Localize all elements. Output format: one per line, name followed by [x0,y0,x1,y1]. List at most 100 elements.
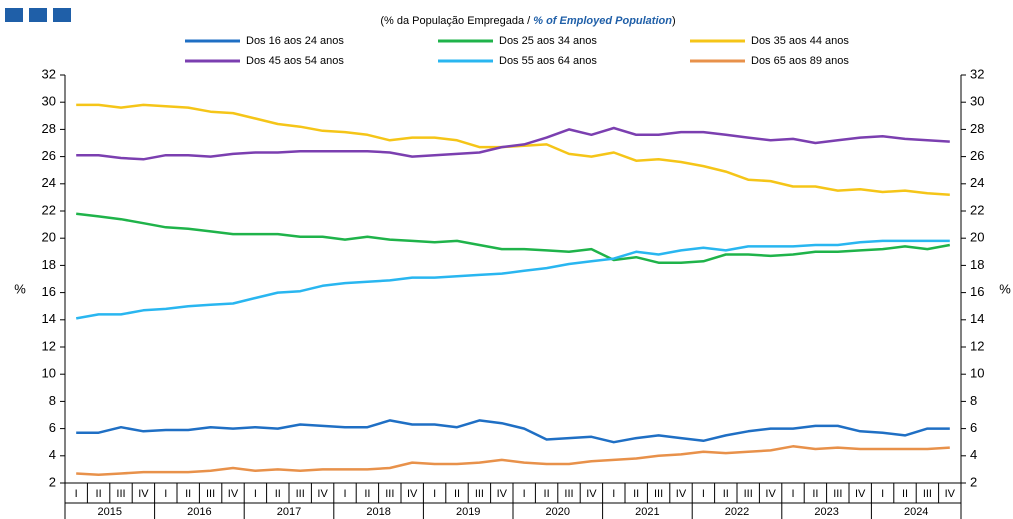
year-label: 2020 [546,506,570,518]
y-tick-label: 30 [42,94,56,109]
x-tick-label: I [343,488,346,500]
y-tick-label: 20 [42,230,56,245]
x-tick-label: III [206,488,215,500]
subtitle-en: % of Employed Population [533,15,672,27]
x-tick-label: IV [855,488,866,500]
x-tick-label: IV [317,488,328,500]
year-label: 2015 [98,506,122,518]
series-line [76,419,950,444]
y2-tick-label: 4 [970,447,977,462]
x-tick-label: IV [676,488,687,500]
x-tick-label: I [881,488,884,500]
x-tick-label: II [96,488,102,500]
x-tick-label: IV [138,488,149,500]
x-tick-label: IV [765,488,776,500]
x-tick-label: I [612,488,615,500]
subtitle-pt: (% da População Empregada / [380,15,533,27]
year-label: 2018 [366,506,390,518]
y2-tick-label: 26 [970,148,984,163]
x-tick-label: IV [586,488,597,500]
x-tick-label: II [364,488,370,500]
logo [5,8,71,22]
y-tick-label: 26 [42,148,56,163]
y-tick-label: 28 [42,121,56,136]
legend-label: Dos 35 aos 44 anos [751,35,849,47]
y2-tick-label: 18 [970,257,984,272]
x-tick-label: I [164,488,167,500]
x-tick-label: III [296,488,305,500]
y2-tick-label: 10 [970,366,984,381]
series-line [76,212,951,264]
year-label: 2021 [635,506,659,518]
y-tick-label: 24 [42,175,56,190]
y2-tick-label: 32 [970,66,984,81]
chart-subtitle: (% da População Empregada / % of Employe… [380,15,675,27]
x-tick-label: I [433,488,436,500]
y-tick-label: 12 [42,338,56,353]
x-tick-label: IV [497,488,508,500]
x-tick-label: III [385,488,394,500]
legend-label: Dos 25 aos 34 anos [499,35,597,47]
x-tick-label: III [564,488,573,500]
x-tick-label: IV [407,488,418,500]
series-line [75,239,950,320]
legend-label: Dos 65 aos 89 anos [751,55,849,67]
y2-tick-label: 24 [970,175,984,190]
y-tick-label: 16 [42,284,56,299]
x-tick-label: III [923,488,932,500]
y-tick-label: 8 [49,393,56,408]
y-tick-label: 10 [42,366,56,381]
y2-tick-label: 8 [970,393,977,408]
y-tick-label: 6 [49,420,56,435]
x-tick-label: III [475,488,484,500]
year-label: 2024 [904,506,928,518]
y2-tick-label: 6 [970,420,977,435]
y2-tick-label: 30 [970,94,984,109]
y-tick-label: 2 [49,474,56,489]
y-tick-label: 22 [42,202,56,217]
legend-label: Dos 16 aos 24 anos [246,35,344,47]
x-tick-label: II [633,488,639,500]
y-tick-label: 4 [49,447,56,462]
x-tick-label: II [275,488,281,500]
x-tick-label: II [902,488,908,500]
subtitle-end: ) [672,15,676,27]
y-tick-label: 32 [42,66,56,81]
year-label: 2017 [277,506,301,518]
y-tick-label: 18 [42,257,56,272]
year-label: 2019 [456,506,480,518]
x-tick-label: II [185,488,191,500]
x-tick-label: I [702,488,705,500]
x-tick-label: III [116,488,125,500]
x-tick-label: IV [945,488,956,500]
series-line [76,445,950,477]
y-axis-label: % [14,281,26,296]
x-tick-label: II [454,488,460,500]
legend-label: Dos 55 aos 64 anos [499,55,597,67]
legend-label: Dos 45 aos 54 anos [246,55,344,67]
y2-tick-label: 2 [970,474,977,489]
y2-tick-label: 14 [970,311,984,326]
y2-tick-label: 20 [970,230,984,245]
x-tick-label: II [812,488,818,500]
y-tick-label: 14 [42,311,56,326]
y2-tick-label: 28 [970,121,984,136]
series-line [76,126,950,161]
x-tick-label: III [833,488,842,500]
y2-axis-label: % [999,281,1011,296]
year-label: 2022 [725,506,749,518]
y2-tick-label: 12 [970,338,984,353]
year-label: 2023 [814,506,838,518]
x-tick-label: II [723,488,729,500]
x-tick-label: III [744,488,753,500]
x-tick-label: I [791,488,794,500]
year-label: 2016 [187,506,211,518]
y2-tick-label: 16 [970,284,984,299]
x-tick-label: IV [228,488,239,500]
x-tick-label: I [75,488,78,500]
x-tick-label: III [654,488,663,500]
series-line [76,103,950,196]
x-tick-label: I [523,488,526,500]
